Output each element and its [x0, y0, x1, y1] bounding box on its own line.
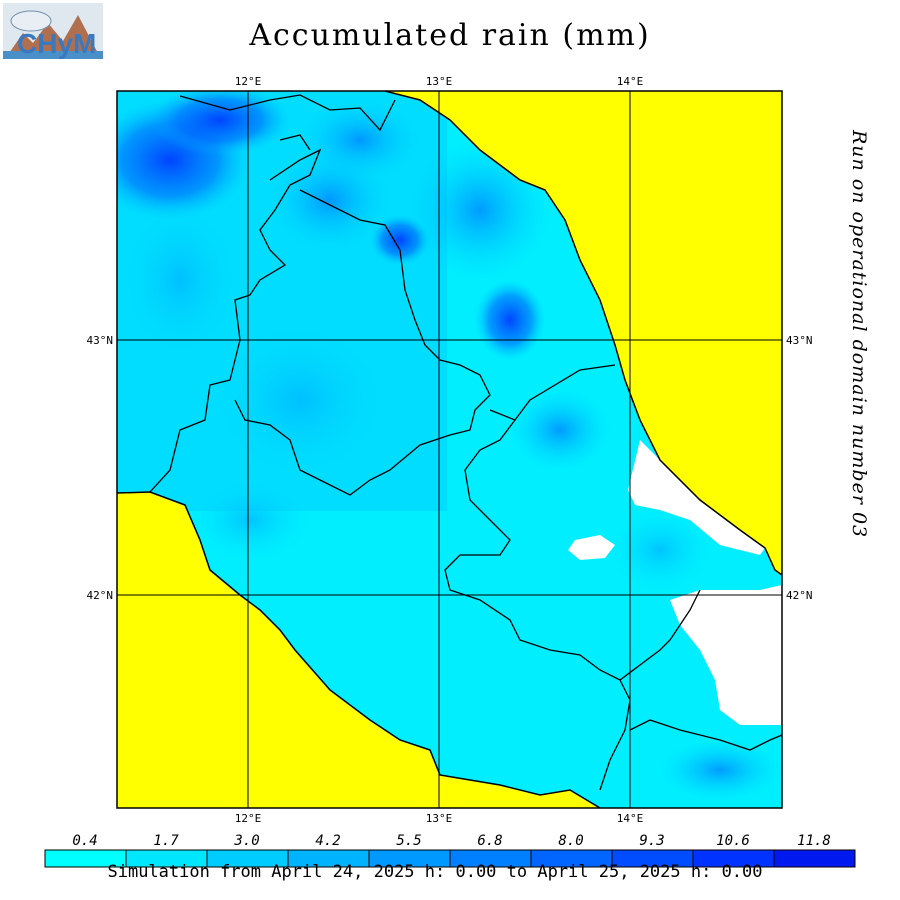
graticule [117, 91, 782, 808]
simulation-period: Simulation from April 24, 2025 h: 0.00 t… [107, 862, 763, 882]
legend-value: 9.3 [639, 833, 664, 849]
adriatic-sea [385, 91, 782, 575]
lon-tick-top: 14°E [617, 75, 644, 88]
legend-value: 10.6 [716, 833, 750, 849]
rain-field [117, 91, 780, 800]
lat-tick-right: 43°N [786, 334, 813, 347]
legend-value: 6.8 [477, 833, 502, 849]
lat-tick-left: 42°N [87, 589, 114, 602]
logo-text: CHyM [17, 28, 96, 59]
lat-tick-left: 43°N [87, 334, 114, 347]
legend-value: 5.5 [396, 833, 421, 849]
legend-value: 0.4 [72, 833, 97, 849]
tyrrhenian-coastline [117, 491, 601, 808]
legend-value: 11.8 [797, 833, 831, 849]
map-title: Accumulated rain (mm) [249, 18, 651, 53]
dry-area [568, 535, 615, 560]
lon-tick-bottom: 12°E [235, 812, 262, 825]
legend-value: 4.2 [315, 833, 340, 849]
adriatic-coastline [384, 91, 782, 576]
dry-area [670, 585, 782, 725]
regional-borders [149, 94, 782, 791]
chym-logo-icon: CHyM [3, 3, 103, 59]
legend-swatch [773, 849, 856, 868]
color-legend: 0.4 1.7 3.0 4.2 5.5 6.8 8.0 9.3 10.6 11.8 [44, 833, 856, 868]
tyrrhenian-sea [117, 492, 600, 808]
lon-tick-top: 12°E [235, 75, 262, 88]
lat-tick-right: 42°N [786, 589, 813, 602]
map-frame [116, 90, 783, 809]
lon-tick-bottom: 14°E [617, 812, 644, 825]
legend-value: 1.7 [153, 833, 179, 849]
lon-tick-top: 13°E [426, 75, 453, 88]
legend-value: 8.0 [558, 833, 583, 849]
legend-value: 3.0 [233, 833, 259, 849]
lon-tick-bottom: 13°E [426, 812, 453, 825]
